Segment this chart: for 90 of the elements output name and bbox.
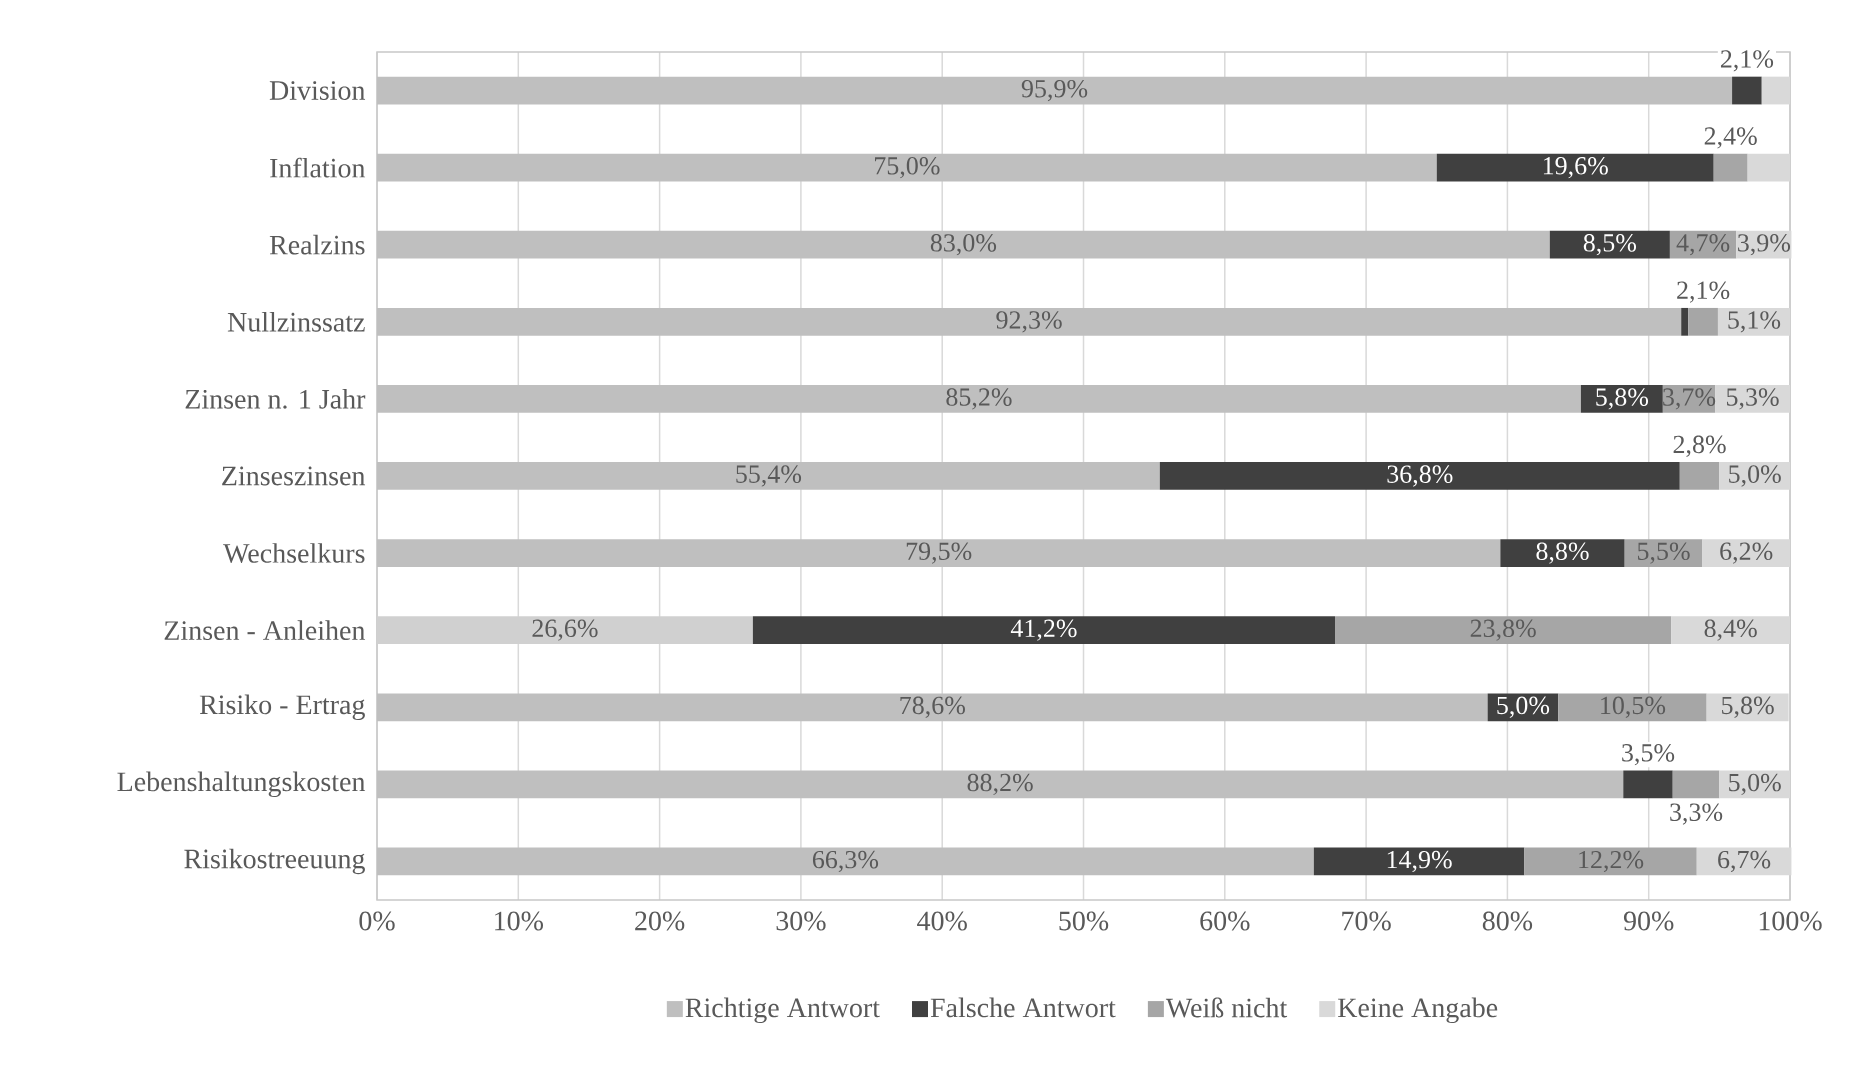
data-label: 26,6% xyxy=(532,619,598,641)
bar xyxy=(1702,539,1791,567)
data-label: 2,1% xyxy=(1677,281,1730,303)
data-label: 85,2% xyxy=(946,388,1012,410)
data-label: 8,5% xyxy=(1583,234,1637,256)
y-tick-label: Risiko - Ertrag xyxy=(199,694,365,720)
data-label: 95,9% xyxy=(1021,79,1088,102)
y-tick-label: Risikostreeuung xyxy=(184,848,365,875)
data-label: 12,2% xyxy=(1579,850,1644,873)
data-label: 83,0% xyxy=(930,234,997,256)
bar xyxy=(1524,847,1697,876)
bar xyxy=(1706,693,1789,722)
data-label: 2,8% xyxy=(1673,435,1726,457)
data-label: 23,8% xyxy=(1470,619,1536,641)
data-label: 36,8% xyxy=(1387,465,1453,487)
legend-label: Richtige Antwort xyxy=(685,997,880,1024)
bar xyxy=(1558,693,1707,722)
bar xyxy=(1500,539,1625,567)
bar xyxy=(1335,616,1672,645)
bar xyxy=(1159,462,1680,490)
bar xyxy=(1688,307,1718,336)
y-tick-label: Zinsen n. 1 Jahr xyxy=(185,388,366,409)
bar xyxy=(1747,153,1791,182)
data-label: 19,6% xyxy=(1543,156,1608,179)
data-label: 6,7% xyxy=(1718,850,1771,873)
bar xyxy=(1679,462,1720,490)
bar xyxy=(1549,230,1670,259)
y-tick-label: Division xyxy=(269,81,366,100)
bar xyxy=(1681,307,1689,336)
bar xyxy=(1732,76,1762,105)
bar xyxy=(1623,770,1673,799)
legend-label: Falsche Antwort xyxy=(930,997,1116,1018)
bar xyxy=(1717,307,1791,336)
data-label: 14,9% xyxy=(1387,850,1452,873)
x-tick-label: 100% xyxy=(1759,911,1822,931)
bar xyxy=(1761,76,1791,105)
data-label: 5,0% xyxy=(1729,773,1781,796)
bar xyxy=(1672,770,1720,799)
y-tick-label: Realzins xyxy=(269,234,365,255)
data-label: 5,8% xyxy=(1596,388,1649,410)
data-label: 3,9% xyxy=(1738,234,1791,256)
x-tick-label: 90% xyxy=(1623,911,1674,931)
data-label: 5,1% xyxy=(1728,311,1781,333)
x-tick-label: 30% xyxy=(776,911,826,931)
y-tick-label: Inflation xyxy=(270,157,366,178)
y-tick-label: Lebenshaltungskosten xyxy=(117,771,366,798)
legend-label: Weiß nicht xyxy=(1165,997,1288,1018)
bar xyxy=(752,616,1336,645)
x-tick-label: 0% xyxy=(359,911,395,931)
legend-label: Keine Angabe xyxy=(1338,997,1498,1024)
x-tick-label: 80% xyxy=(1482,911,1533,931)
y-tick-label: Nullzinssatz xyxy=(227,311,365,332)
x-tick-label: 50% xyxy=(1059,911,1109,931)
data-label: 88,2% xyxy=(967,773,1033,796)
x-tick-label: 70% xyxy=(1342,911,1391,931)
data-label: 3,5% xyxy=(1622,743,1675,766)
x-tick-label: 40% xyxy=(917,911,967,931)
bar xyxy=(1313,847,1525,876)
data-label: 78,6% xyxy=(900,696,965,718)
data-label: 8,4% xyxy=(1704,619,1757,641)
data-label: 55,4% xyxy=(736,465,802,487)
y-tick-label: Wechselkurs xyxy=(223,543,365,564)
data-label: 2,1% xyxy=(1720,50,1774,72)
x-tick-label: 10% xyxy=(495,911,544,931)
bar xyxy=(1713,153,1748,182)
data-label: 92,3% xyxy=(996,311,1062,333)
data-label: 6,2% xyxy=(1720,542,1773,564)
data-label: 3,7% xyxy=(1663,388,1716,410)
data-label: 5,5% xyxy=(1637,542,1690,564)
y-tick-label: Zinsen - Anleihen xyxy=(164,620,366,641)
bar xyxy=(1436,153,1714,182)
data-label: 41,2% xyxy=(1010,619,1077,641)
bar xyxy=(1580,385,1663,413)
x-tick-label: 20% xyxy=(635,911,685,931)
y-tick-label: Zinseszinsen xyxy=(222,466,366,486)
x-tick-label: 60% xyxy=(1200,911,1250,931)
data-label: 2,4% xyxy=(1704,127,1757,149)
data-label: 5,8% xyxy=(1722,696,1774,718)
data-label: 75,0% xyxy=(875,156,940,179)
data-label: 4,7% xyxy=(1676,234,1730,256)
bar xyxy=(1671,616,1791,645)
data-label: 3,3% xyxy=(1670,803,1723,825)
data-label: 10,5% xyxy=(1601,696,1666,718)
data-label: 5,3% xyxy=(1726,388,1779,410)
data-label: 5,0% xyxy=(1729,465,1781,487)
data-label: 66,3% xyxy=(812,850,879,873)
data-label: 8,8% xyxy=(1536,542,1589,564)
data-label: 5,0% xyxy=(1497,696,1550,718)
data-label: 79,5% xyxy=(906,542,972,564)
bar xyxy=(1715,385,1791,413)
